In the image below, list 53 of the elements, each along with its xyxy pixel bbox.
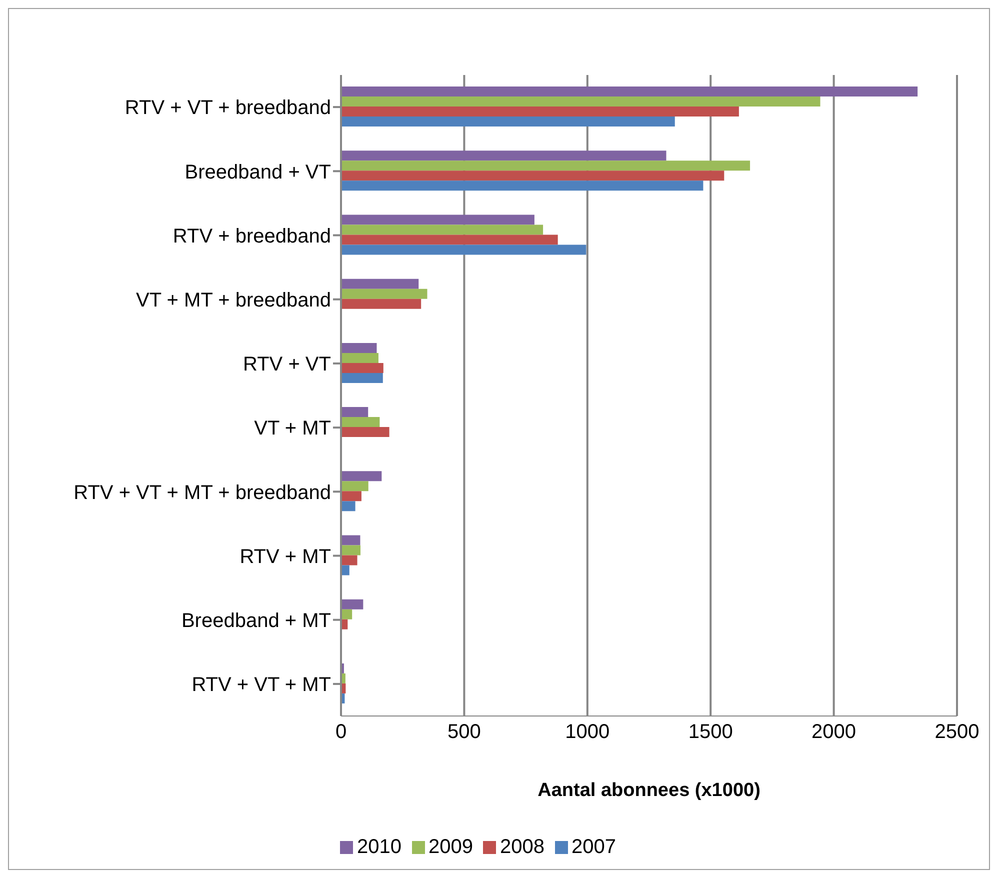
y-tick-label: RTV + MT — [240, 546, 331, 568]
bar — [341, 407, 368, 418]
bar — [341, 491, 362, 502]
bar — [341, 535, 360, 546]
y-tick-label: RTV + breedband — [172, 225, 331, 248]
y-tick-label: Breedband + VT — [184, 161, 331, 184]
x-tick-label: 2000 — [812, 721, 856, 744]
y-tick-label: RTV + VT + MT + breedband — [74, 482, 331, 504]
bar — [341, 501, 356, 512]
legend-label: 2008 — [500, 836, 544, 858]
x-tick-label: 1500 — [688, 721, 733, 744]
bar — [341, 555, 358, 566]
bar — [341, 86, 918, 97]
bar — [341, 96, 820, 107]
bar — [341, 160, 750, 171]
bar — [341, 180, 704, 191]
legend-label: 2010 — [357, 836, 402, 858]
bar — [341, 244, 586, 255]
bar — [341, 481, 368, 492]
bar — [341, 214, 534, 225]
bar — [341, 278, 419, 289]
x-tick-label: 2500 — [934, 721, 980, 744]
y-tick-label: RTV + VT + breedband — [124, 97, 331, 120]
bar — [341, 372, 383, 383]
bar — [341, 234, 558, 245]
x-tick-label: 1000 — [565, 721, 610, 744]
bar — [341, 545, 360, 556]
bar — [341, 150, 666, 161]
y-tick-label: RTV + VT + MT — [192, 674, 331, 696]
bar — [341, 288, 428, 299]
legend-label: 2007 — [572, 836, 616, 858]
y-tick-label: VT + MT — [254, 418, 331, 440]
legend-label: 2009 — [428, 836, 473, 858]
bar — [341, 609, 352, 620]
x-tick-label: 500 — [448, 721, 481, 744]
y-tick-label: VT + MT + breedband — [136, 289, 331, 312]
bar — [341, 352, 378, 363]
bar — [341, 342, 377, 353]
bar — [341, 224, 544, 235]
bar — [341, 170, 724, 181]
bar — [341, 106, 739, 117]
bar — [341, 362, 384, 373]
bar — [341, 565, 350, 576]
y-tick-label: Breedband + MT — [181, 610, 331, 632]
bar — [341, 298, 422, 309]
bar — [341, 116, 675, 127]
bar — [341, 599, 364, 610]
bar — [341, 417, 380, 428]
y-tick-label: RTV + VT — [243, 354, 331, 376]
bar — [341, 427, 390, 438]
x-axis-title: Aantal abonnees (x1000) — [538, 780, 760, 801]
bar — [341, 471, 382, 482]
x-tick-label: 0 — [335, 721, 347, 744]
